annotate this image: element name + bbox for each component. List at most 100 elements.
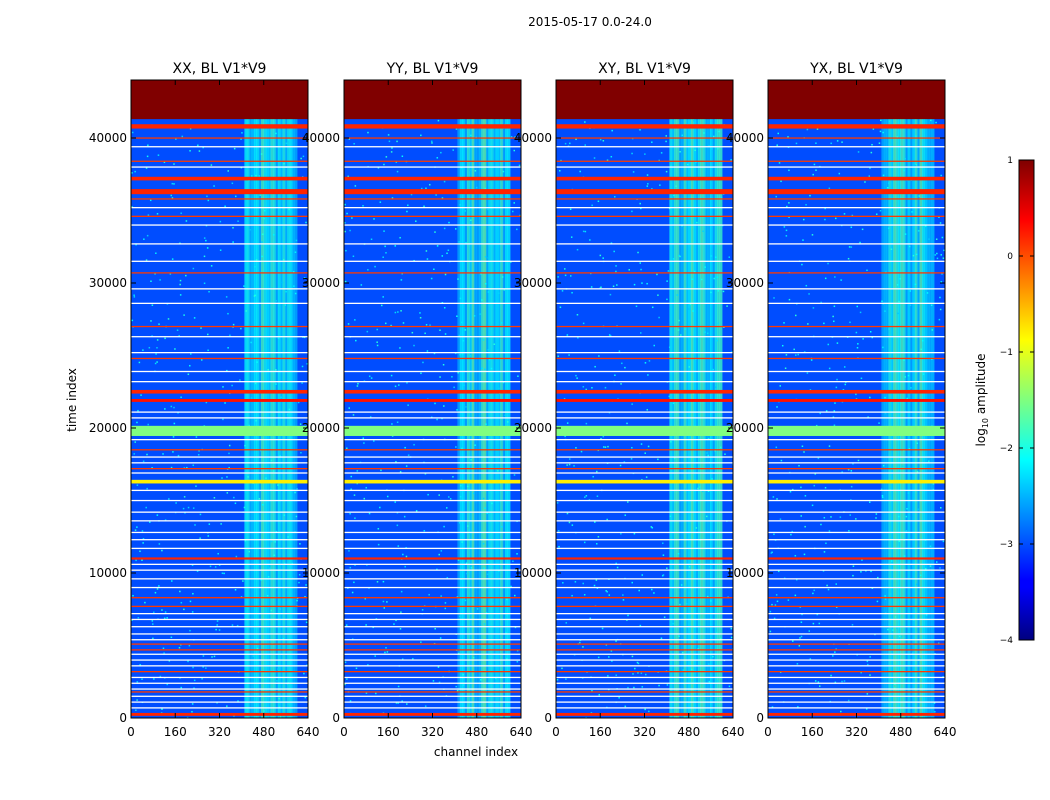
flag-band — [344, 479, 521, 484]
noise-speckle — [376, 341, 378, 343]
noise-speckle — [904, 233, 907, 235]
noise-speckle — [363, 442, 365, 444]
noise-speckle — [243, 285, 245, 287]
x-tick-label: 320 — [421, 725, 444, 739]
flag-line-orange — [131, 137, 308, 139]
noise-speckle — [795, 578, 798, 581]
noise-speckle — [399, 236, 401, 239]
flag-line-white — [556, 207, 733, 209]
noise-speckle — [301, 365, 304, 368]
noise-speckle — [367, 664, 369, 666]
noise-speckle — [291, 577, 294, 579]
noise-speckle — [301, 382, 303, 384]
noise-speckle — [373, 218, 375, 220]
flag-band — [768, 176, 945, 181]
noise-speckle — [459, 297, 462, 300]
noise-speckle — [498, 387, 500, 390]
noise-speckle — [300, 451, 302, 454]
noise-speckle — [161, 708, 163, 710]
noise-speckle — [171, 182, 174, 185]
noise-speckle — [395, 161, 398, 163]
noise-speckle — [464, 210, 467, 212]
noise-speckle — [794, 554, 797, 557]
noise-speckle — [640, 268, 642, 271]
noise-speckle — [861, 228, 864, 231]
flag-line-white — [556, 336, 733, 338]
noise-speckle — [730, 159, 732, 161]
flag-line-white — [344, 688, 521, 690]
flag-line-white — [556, 511, 733, 513]
flag-band — [768, 124, 945, 129]
noise-speckle — [602, 257, 604, 259]
flag-line-orange — [344, 671, 521, 673]
noise-speckle — [482, 542, 485, 545]
noise-speckle — [559, 306, 562, 309]
flag-line-white — [768, 417, 945, 419]
flag-line-orange — [131, 649, 308, 651]
flag-line-white — [344, 586, 521, 589]
y-tick-label: 0 — [332, 711, 340, 725]
noise-speckle — [286, 413, 289, 416]
noise-speckle — [466, 525, 469, 527]
noise-speckle — [905, 515, 908, 518]
noise-speckle — [237, 700, 239, 702]
noise-speckle — [701, 490, 704, 493]
noise-speckle — [175, 138, 177, 140]
noise-speckle — [345, 624, 348, 626]
flag-band — [131, 479, 308, 484]
noise-speckle — [714, 256, 717, 259]
noise-speckle — [785, 235, 788, 237]
noise-speckle — [200, 359, 203, 361]
noise-speckle — [441, 197, 444, 199]
noise-speckle — [686, 163, 689, 166]
noise-speckle — [780, 180, 782, 183]
noise-speckle — [730, 627, 733, 630]
noise-speckle — [454, 352, 457, 355]
x-tick-label: 480 — [252, 725, 275, 739]
noise-speckle — [930, 304, 933, 307]
noise-speckle — [284, 304, 287, 306]
flag-line-white — [344, 472, 521, 474]
noise-speckle — [890, 560, 893, 562]
noise-speckle — [562, 582, 564, 584]
noise-speckle — [199, 537, 201, 539]
noise-speckle — [485, 690, 488, 692]
noise-speckle — [419, 316, 422, 319]
flag-line-orange — [556, 643, 733, 645]
noise-speckle — [794, 594, 797, 597]
noise-speckle — [464, 329, 467, 331]
noise-speckle — [487, 349, 490, 351]
noise-speckle — [577, 337, 579, 339]
noise-speckle — [461, 353, 464, 355]
noise-speckle — [260, 579, 263, 581]
noise-speckle — [419, 312, 421, 314]
noise-speckle — [468, 532, 471, 535]
noise-speckle — [224, 402, 226, 404]
noise-speckle — [922, 373, 925, 375]
noise-speckle — [463, 384, 465, 387]
noise-speckle — [884, 598, 887, 600]
noise-speckle — [401, 700, 403, 702]
noise-speckle — [875, 213, 878, 216]
noise-speckle — [651, 588, 653, 591]
noise-speckle — [183, 496, 186, 498]
noise-speckle — [801, 613, 803, 616]
noise-speckle — [785, 354, 788, 356]
noise-speckle — [596, 470, 598, 473]
noise-speckle — [294, 491, 296, 494]
y-tick-label: 10000 — [726, 566, 764, 580]
noise-speckle — [627, 501, 629, 503]
noise-speckle — [394, 501, 396, 503]
noise-speckle — [564, 142, 567, 145]
flag-line-white — [768, 499, 945, 502]
flag-line-white — [768, 243, 945, 245]
noise-speckle — [783, 322, 785, 324]
noise-speckle — [270, 459, 273, 462]
noise-speckle — [366, 330, 369, 333]
flag-line-orange — [131, 597, 308, 599]
noise-speckle — [651, 141, 653, 143]
x-tick-label: 160 — [589, 725, 612, 739]
panels-group: XX, BL V1*V90 160 320 480 640010000200003000… — [89, 61, 957, 739]
noise-speckle — [850, 226, 853, 229]
noise-speckle — [787, 136, 789, 138]
